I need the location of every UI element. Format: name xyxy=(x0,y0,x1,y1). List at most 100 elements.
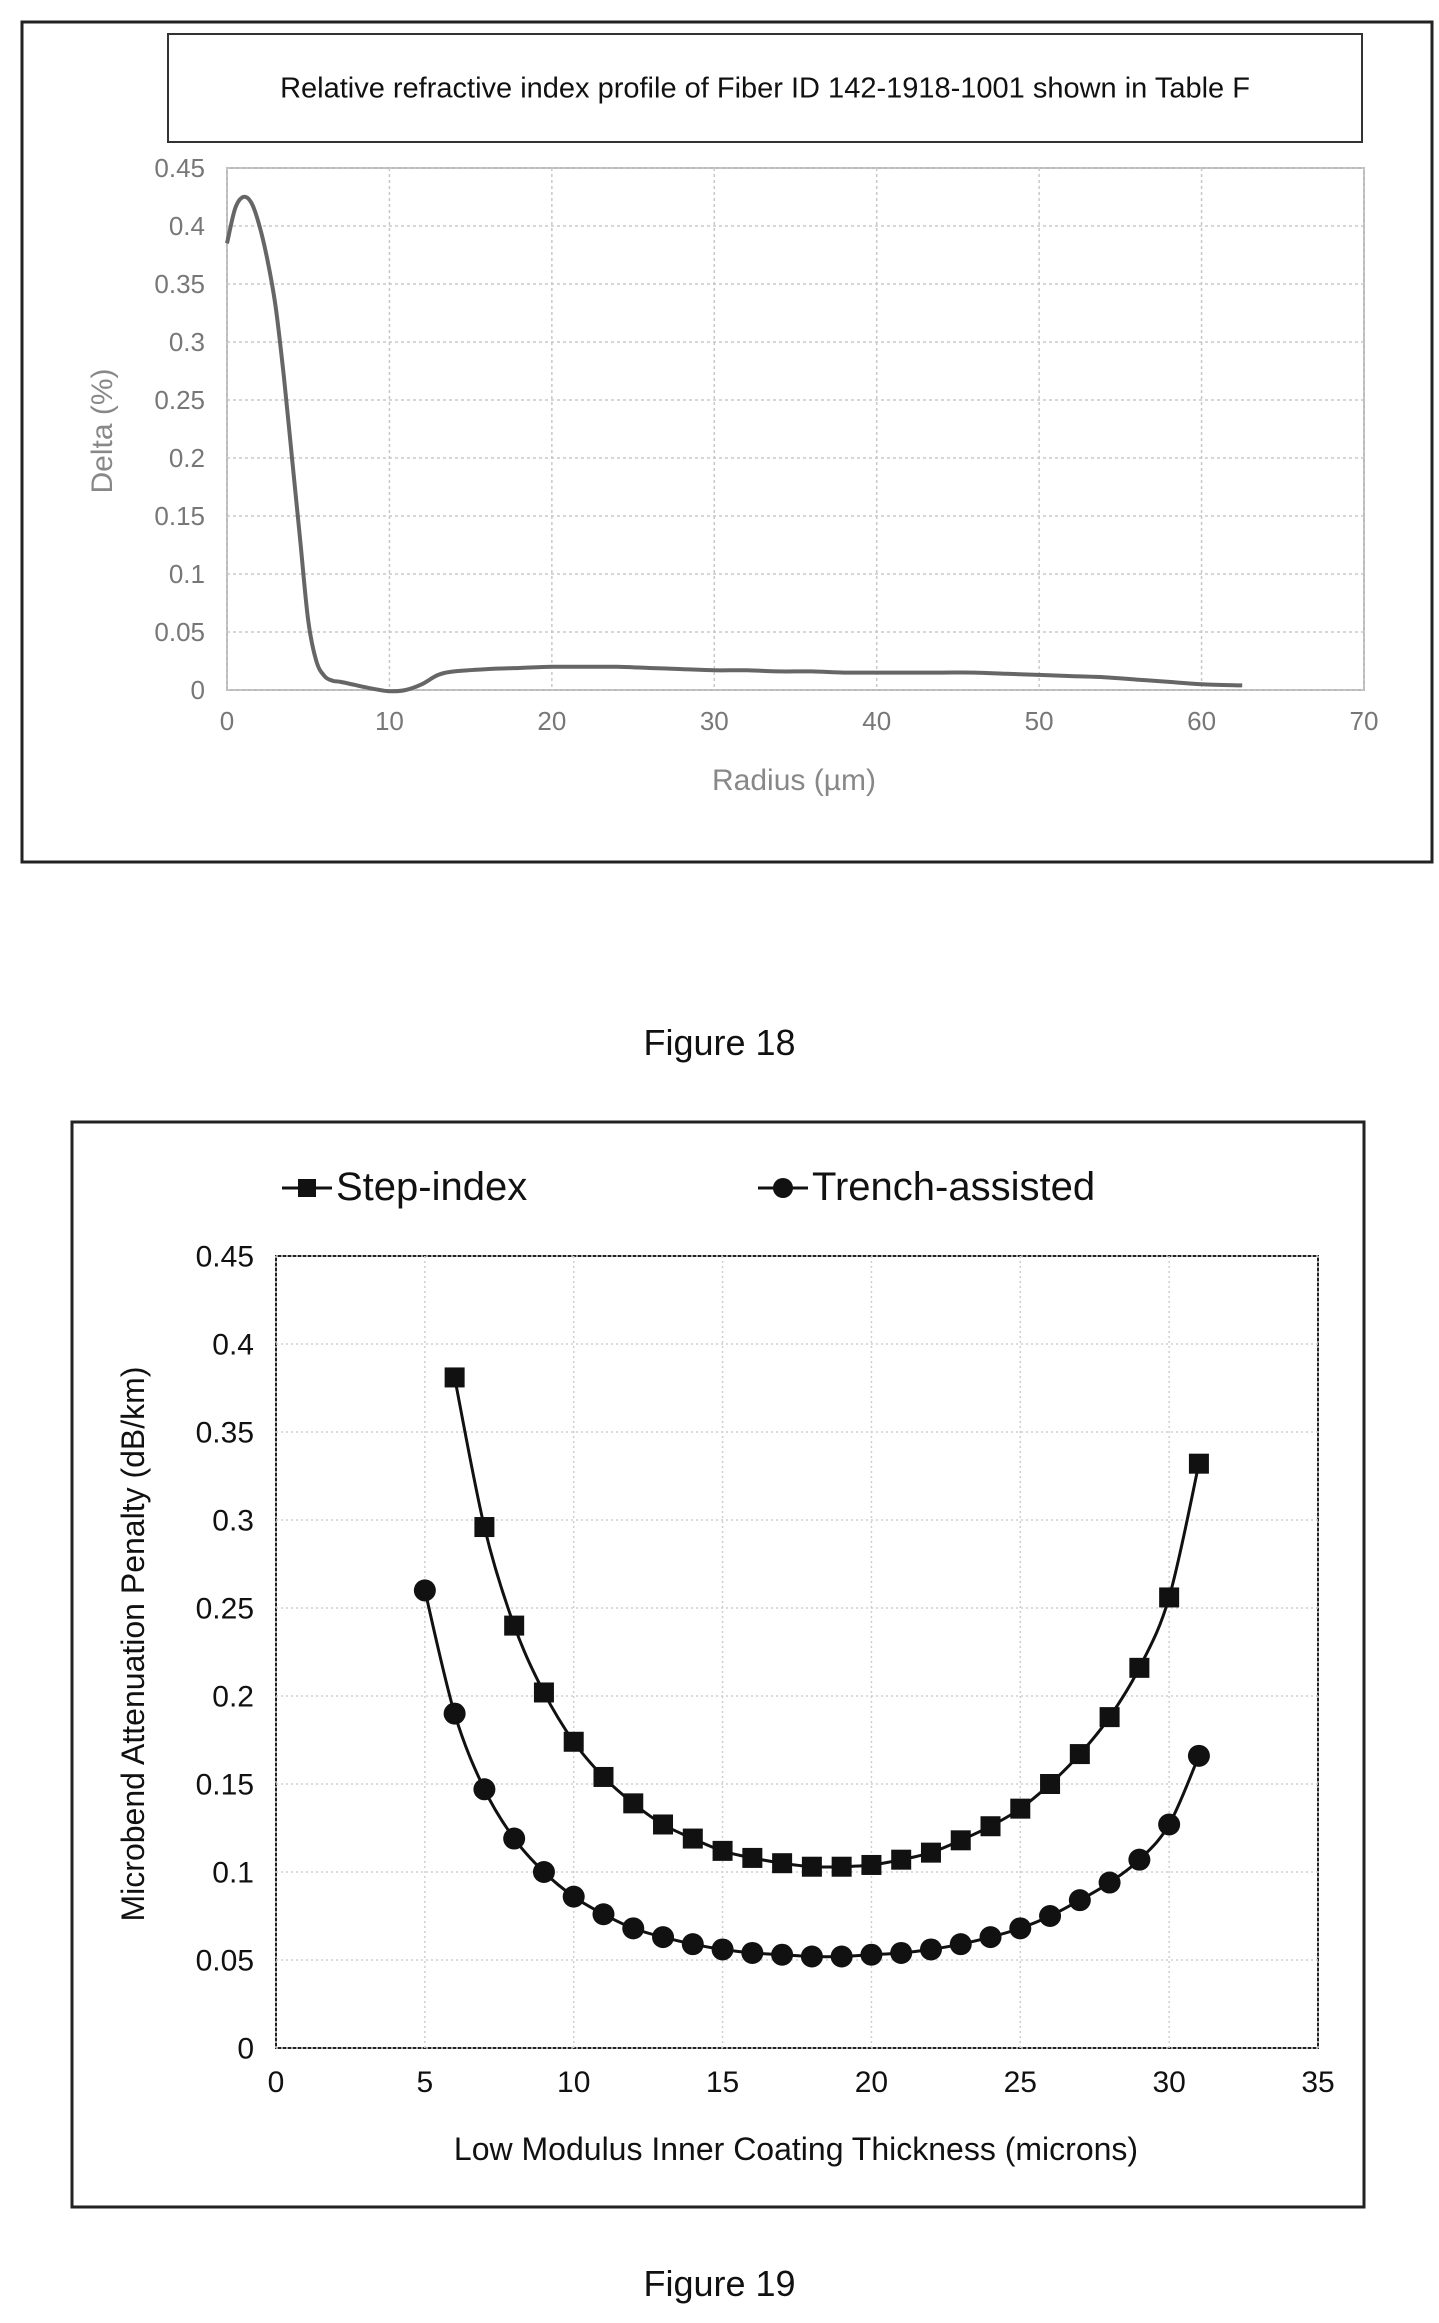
data-point xyxy=(622,1917,645,1940)
x-tick-label: 10 xyxy=(557,2066,590,2099)
y-tick-label: 0.35 xyxy=(154,269,205,299)
x-tick-label: 70 xyxy=(1350,706,1379,736)
data-point xyxy=(920,1842,941,1863)
legend-label-step-index: Step-index xyxy=(336,1165,527,1209)
y-tick-label: 0 xyxy=(237,2033,254,2066)
x-tick-label: 20 xyxy=(537,706,566,736)
data-point xyxy=(1187,1744,1210,1767)
data-point xyxy=(562,1885,585,1908)
x-ticks: 0 10 20 30 40 50 60 70 xyxy=(220,706,1379,736)
y-tick-label: 0.35 xyxy=(196,1417,254,1450)
data-point xyxy=(1128,1848,1151,1871)
data-point xyxy=(800,1945,823,1968)
data-point xyxy=(503,1827,526,1850)
data-point xyxy=(801,1856,822,1877)
legend-step-index: Step-index xyxy=(282,1165,527,1209)
grid xyxy=(275,1255,1319,2049)
x-tick-label: 5 xyxy=(417,2066,434,2099)
series-step-index xyxy=(444,1367,1209,1877)
data-point xyxy=(652,1926,675,1949)
data-point xyxy=(413,1579,436,1602)
y-tick-label: 0.3 xyxy=(212,1505,254,1538)
data-point xyxy=(444,1367,465,1388)
y-tick-label: 0.25 xyxy=(154,385,205,415)
x-tick-label: 40 xyxy=(862,706,891,736)
x-tick-label: 15 xyxy=(706,2066,739,2099)
x-tick-label: 0 xyxy=(220,706,234,736)
x-ticks: 0 5 10 15 20 25 30 35 xyxy=(268,2066,1335,2099)
x-tick-label: 10 xyxy=(375,706,404,736)
data-point xyxy=(1129,1657,1150,1678)
data-point xyxy=(741,1941,764,1964)
data-point xyxy=(1188,1453,1209,1474)
data-point xyxy=(772,1853,793,1874)
data-point xyxy=(860,1943,883,1966)
data-point xyxy=(653,1814,674,1835)
y-tick-label: 0.4 xyxy=(212,1329,254,1362)
data-point xyxy=(712,1840,733,1861)
data-point xyxy=(1009,1917,1032,1940)
y-tick-label: 0.45 xyxy=(196,1241,254,1274)
legend-label-trench-assisted: Trench-assisted xyxy=(812,1165,1095,1209)
y-tick-label: 0.2 xyxy=(169,443,205,473)
y-tick-label: 0.45 xyxy=(154,153,205,183)
data-point xyxy=(592,1903,615,1926)
y-axis-label: Delta (%) xyxy=(86,368,119,493)
y-tick-label: 0.15 xyxy=(196,1769,254,1802)
data-point xyxy=(890,1941,913,1964)
data-point xyxy=(593,1766,614,1787)
data-point xyxy=(950,1830,971,1851)
x-tick-label: 30 xyxy=(1152,2066,1185,2099)
grid xyxy=(226,167,1365,691)
x-tick-label: 30 xyxy=(700,706,729,736)
legend-trench-assisted: Trench-assisted xyxy=(758,1165,1095,1209)
series-group xyxy=(413,1367,1210,1968)
chart-frame xyxy=(20,20,1434,864)
chart-frame xyxy=(70,1120,1366,2209)
figure-18-chart: Relative refractive index profile of Fib… xyxy=(20,20,1434,864)
data-point xyxy=(830,1945,853,1968)
data-point xyxy=(623,1793,644,1814)
data-point xyxy=(711,1938,734,1961)
data-point xyxy=(861,1854,882,1875)
data-point xyxy=(891,1849,912,1870)
data-point xyxy=(473,1778,496,1801)
data-point xyxy=(563,1731,584,1752)
data-point xyxy=(1068,1889,1091,1912)
data-point xyxy=(532,1861,555,1883)
figure-18-caption: Figure 18 xyxy=(643,1022,796,1063)
y-tick-label: 0.15 xyxy=(154,501,205,531)
y-tick-label: 0.25 xyxy=(196,1593,254,1626)
y-ticks: 0 0.05 0.1 0.15 0.2 0.25 0.3 0.35 0.4 0.45 xyxy=(196,1241,254,2066)
y-tick-label: 0 xyxy=(191,675,205,705)
data-point xyxy=(682,1828,703,1849)
data-point xyxy=(1159,1587,1180,1608)
y-tick-label: 0.4 xyxy=(169,211,205,241)
data-point xyxy=(949,1933,972,1956)
data-point xyxy=(1040,1774,1061,1794)
x-tick-label: 50 xyxy=(1025,706,1054,736)
data-point xyxy=(533,1682,554,1703)
y-tick-label: 0.05 xyxy=(196,1945,254,1978)
x-tick-label: 60 xyxy=(1187,706,1216,736)
legend: Step-index Trench-assisted xyxy=(282,1165,1095,1209)
data-point xyxy=(1010,1798,1031,1819)
x-axis-label: Low Modulus Inner Coating Thickness (mic… xyxy=(454,2131,1138,2167)
y-ticks: 0 0.05 0.1 0.15 0.2 0.25 0.3 0.35 0.4 0.45 xyxy=(154,153,205,705)
figure-19-caption: Figure 19 xyxy=(643,2263,796,2304)
data-point xyxy=(443,1702,466,1725)
data-point xyxy=(1098,1871,1121,1894)
data-point xyxy=(831,1856,852,1877)
x-axis-label: Radius (µm) xyxy=(712,764,876,797)
y-axis-label: Microbend Attenuation Penalty (dB/km) xyxy=(115,1367,151,1922)
y-tick-label: 0.2 xyxy=(212,1681,254,1714)
chart-title: Relative refractive index profile of Fib… xyxy=(280,73,1250,105)
y-tick-label: 0.1 xyxy=(212,1857,254,1890)
y-tick-label: 0.3 xyxy=(169,327,205,357)
series-trench-assisted xyxy=(413,1579,1210,1968)
data-point xyxy=(681,1933,704,1956)
data-point xyxy=(980,1816,1001,1837)
x-tick-label: 0 xyxy=(268,2066,285,2099)
x-tick-label: 20 xyxy=(855,2066,888,2099)
